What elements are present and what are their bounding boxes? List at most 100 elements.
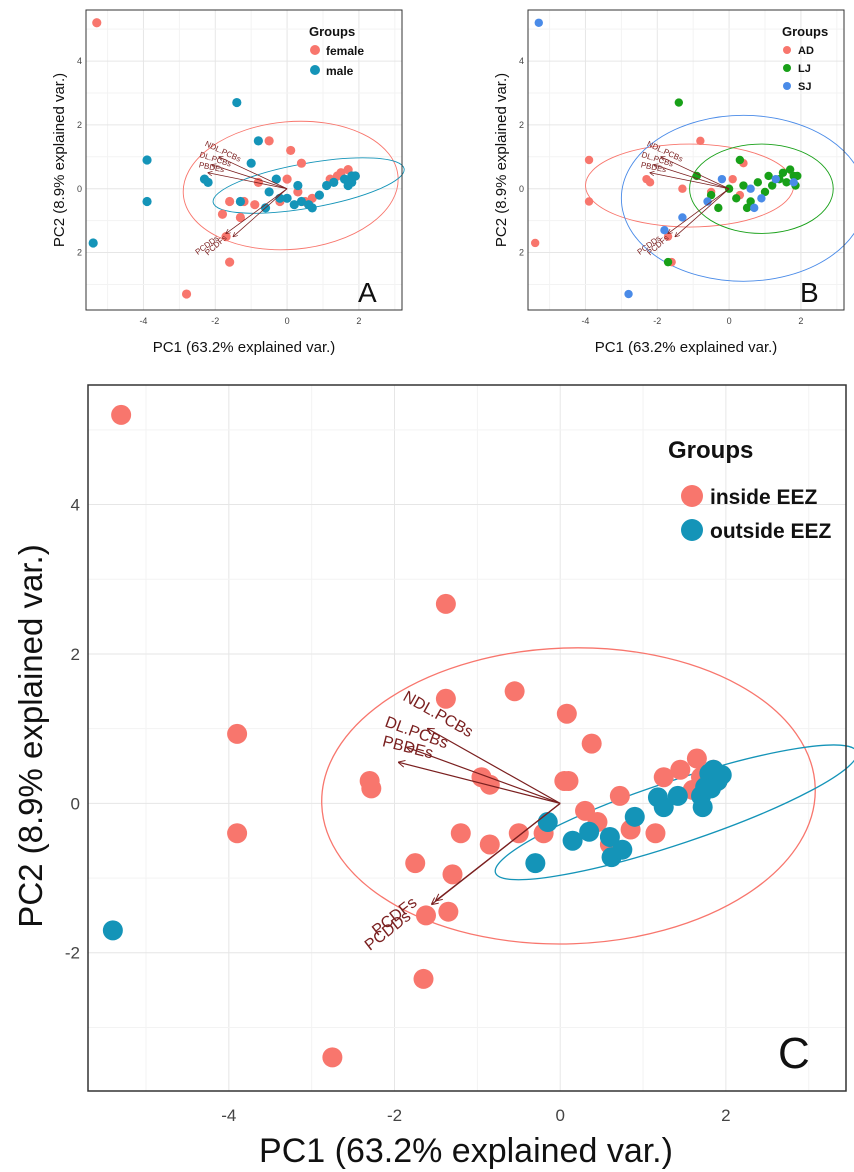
x-tick-label: 2 [798, 316, 803, 326]
panel-c-x-axis-title: PC1 (63.2% explained var.) [259, 1132, 673, 1170]
point-sj [624, 289, 633, 299]
point-lj [706, 190, 716, 200]
point-female [225, 196, 235, 207]
ellipse-inside-eez [321, 647, 816, 945]
point-male [307, 203, 317, 213]
point-inside-eez [450, 823, 471, 844]
point-male [296, 196, 307, 207]
point-inside-eez [653, 767, 674, 788]
panel-b-legend-title: Groups [782, 24, 828, 39]
point-sj [678, 213, 687, 222]
point-sj [703, 197, 712, 206]
point-inside-eez [227, 823, 248, 844]
legend-marker-sj [783, 82, 791, 90]
loading-arrow-pcdfs [233, 188, 288, 237]
point-male [314, 190, 325, 200]
panel-c-letter: C [778, 1029, 810, 1078]
loading-arrow-pcdds [226, 188, 288, 234]
y-tick-label: 2 [519, 120, 524, 130]
panel-b-legend: Groups AD LJ SJ [782, 24, 828, 93]
point-outside-eez [624, 806, 645, 827]
point-inside-eez [405, 853, 426, 874]
panel-a-y-axis-title: PC2 (8.9% explained var.) [51, 73, 68, 247]
ellipse-lj [689, 143, 834, 234]
point-male [235, 196, 246, 207]
point-female [296, 158, 307, 168]
point-male [232, 97, 242, 108]
panel-a-legend-title: Groups [309, 24, 355, 39]
point-female [92, 18, 102, 28]
panel-a-ticks: -4 -2 0 2 2 0 2 4 [77, 56, 361, 326]
point-inside-eez [645, 823, 666, 844]
point-inside-eez [558, 770, 579, 791]
point-outside-eez [102, 920, 123, 941]
y-tick-label: 2 [519, 248, 524, 258]
y-tick-label: 0 [77, 184, 82, 194]
point-outside-eez [599, 826, 620, 847]
point-sj [746, 184, 755, 193]
loading-arrow-pbdes [399, 762, 561, 804]
x-tick-label: -2 [653, 316, 661, 326]
loading-arrow-pcdfs [675, 188, 730, 237]
point-lj [785, 165, 795, 174]
y-tick-label: 0 [71, 794, 80, 813]
point-inside-eez [508, 823, 529, 844]
point-female [181, 289, 192, 299]
panel-b-background [528, 10, 844, 310]
legend-marker-outside-eez [681, 519, 703, 541]
point-outside-eez [612, 839, 633, 860]
point-male [142, 155, 152, 165]
panel-a-frame [85, 9, 403, 311]
point-female [293, 187, 303, 197]
point-ad [678, 184, 687, 193]
loading-arrow-pcdds [432, 802, 561, 904]
point-lj [739, 181, 748, 190]
y-tick-label: 2 [77, 120, 82, 130]
loading-arrow-dl-pcbs [654, 165, 730, 190]
loading-arrow-ndl-pcbs [661, 157, 730, 190]
point-lj [674, 98, 684, 107]
point-male [264, 187, 274, 197]
point-inside-eez [556, 703, 577, 724]
legend-marker-ad [783, 46, 791, 54]
point-sj [789, 178, 798, 187]
point-inside-eez [322, 1047, 343, 1068]
point-outside-eez [537, 812, 558, 833]
point-outside-eez [653, 797, 674, 818]
ellipse-sj [620, 114, 854, 282]
panel-c-points [102, 404, 732, 1068]
point-outside-eez [562, 830, 583, 851]
point-male [347, 177, 357, 187]
point-sj [750, 203, 759, 213]
point-male [282, 193, 292, 203]
y-tick-label: 2 [71, 645, 80, 664]
x-tick-label: 2 [356, 316, 361, 326]
legend-marker-male [310, 65, 320, 75]
point-lj [782, 178, 791, 187]
point-male [321, 180, 332, 191]
loading-arrow-pbdes [650, 173, 730, 190]
point-inside-eez [442, 864, 463, 885]
point-lj [793, 171, 802, 181]
point-lj [692, 171, 701, 181]
panel-a-x-axis-title: PC1 (63.2% explained var.) [153, 339, 336, 356]
x-tick-label: -4 [139, 316, 147, 326]
panel-a-legend: Groups female male [309, 24, 364, 78]
point-inside-eez [227, 723, 248, 744]
ellipse-female [182, 120, 399, 251]
panel-a-letter: A [358, 277, 377, 308]
panel-c-legend-title: Groups [668, 437, 753, 464]
point-lj [764, 171, 773, 181]
point-inside-eez [415, 905, 436, 926]
panel-b-x-axis-title: PC1 (63.2% explained var.) [595, 339, 778, 356]
point-inside-eez [686, 748, 707, 769]
loading-arrow-dl-pcbs [407, 747, 561, 804]
legend-marker-inside-eez [681, 485, 703, 507]
point-female [217, 209, 228, 219]
x-tick-label: -2 [211, 316, 219, 326]
point-lj [714, 203, 723, 213]
loading-arrow-pbdes [208, 173, 288, 190]
point-male [203, 177, 213, 187]
